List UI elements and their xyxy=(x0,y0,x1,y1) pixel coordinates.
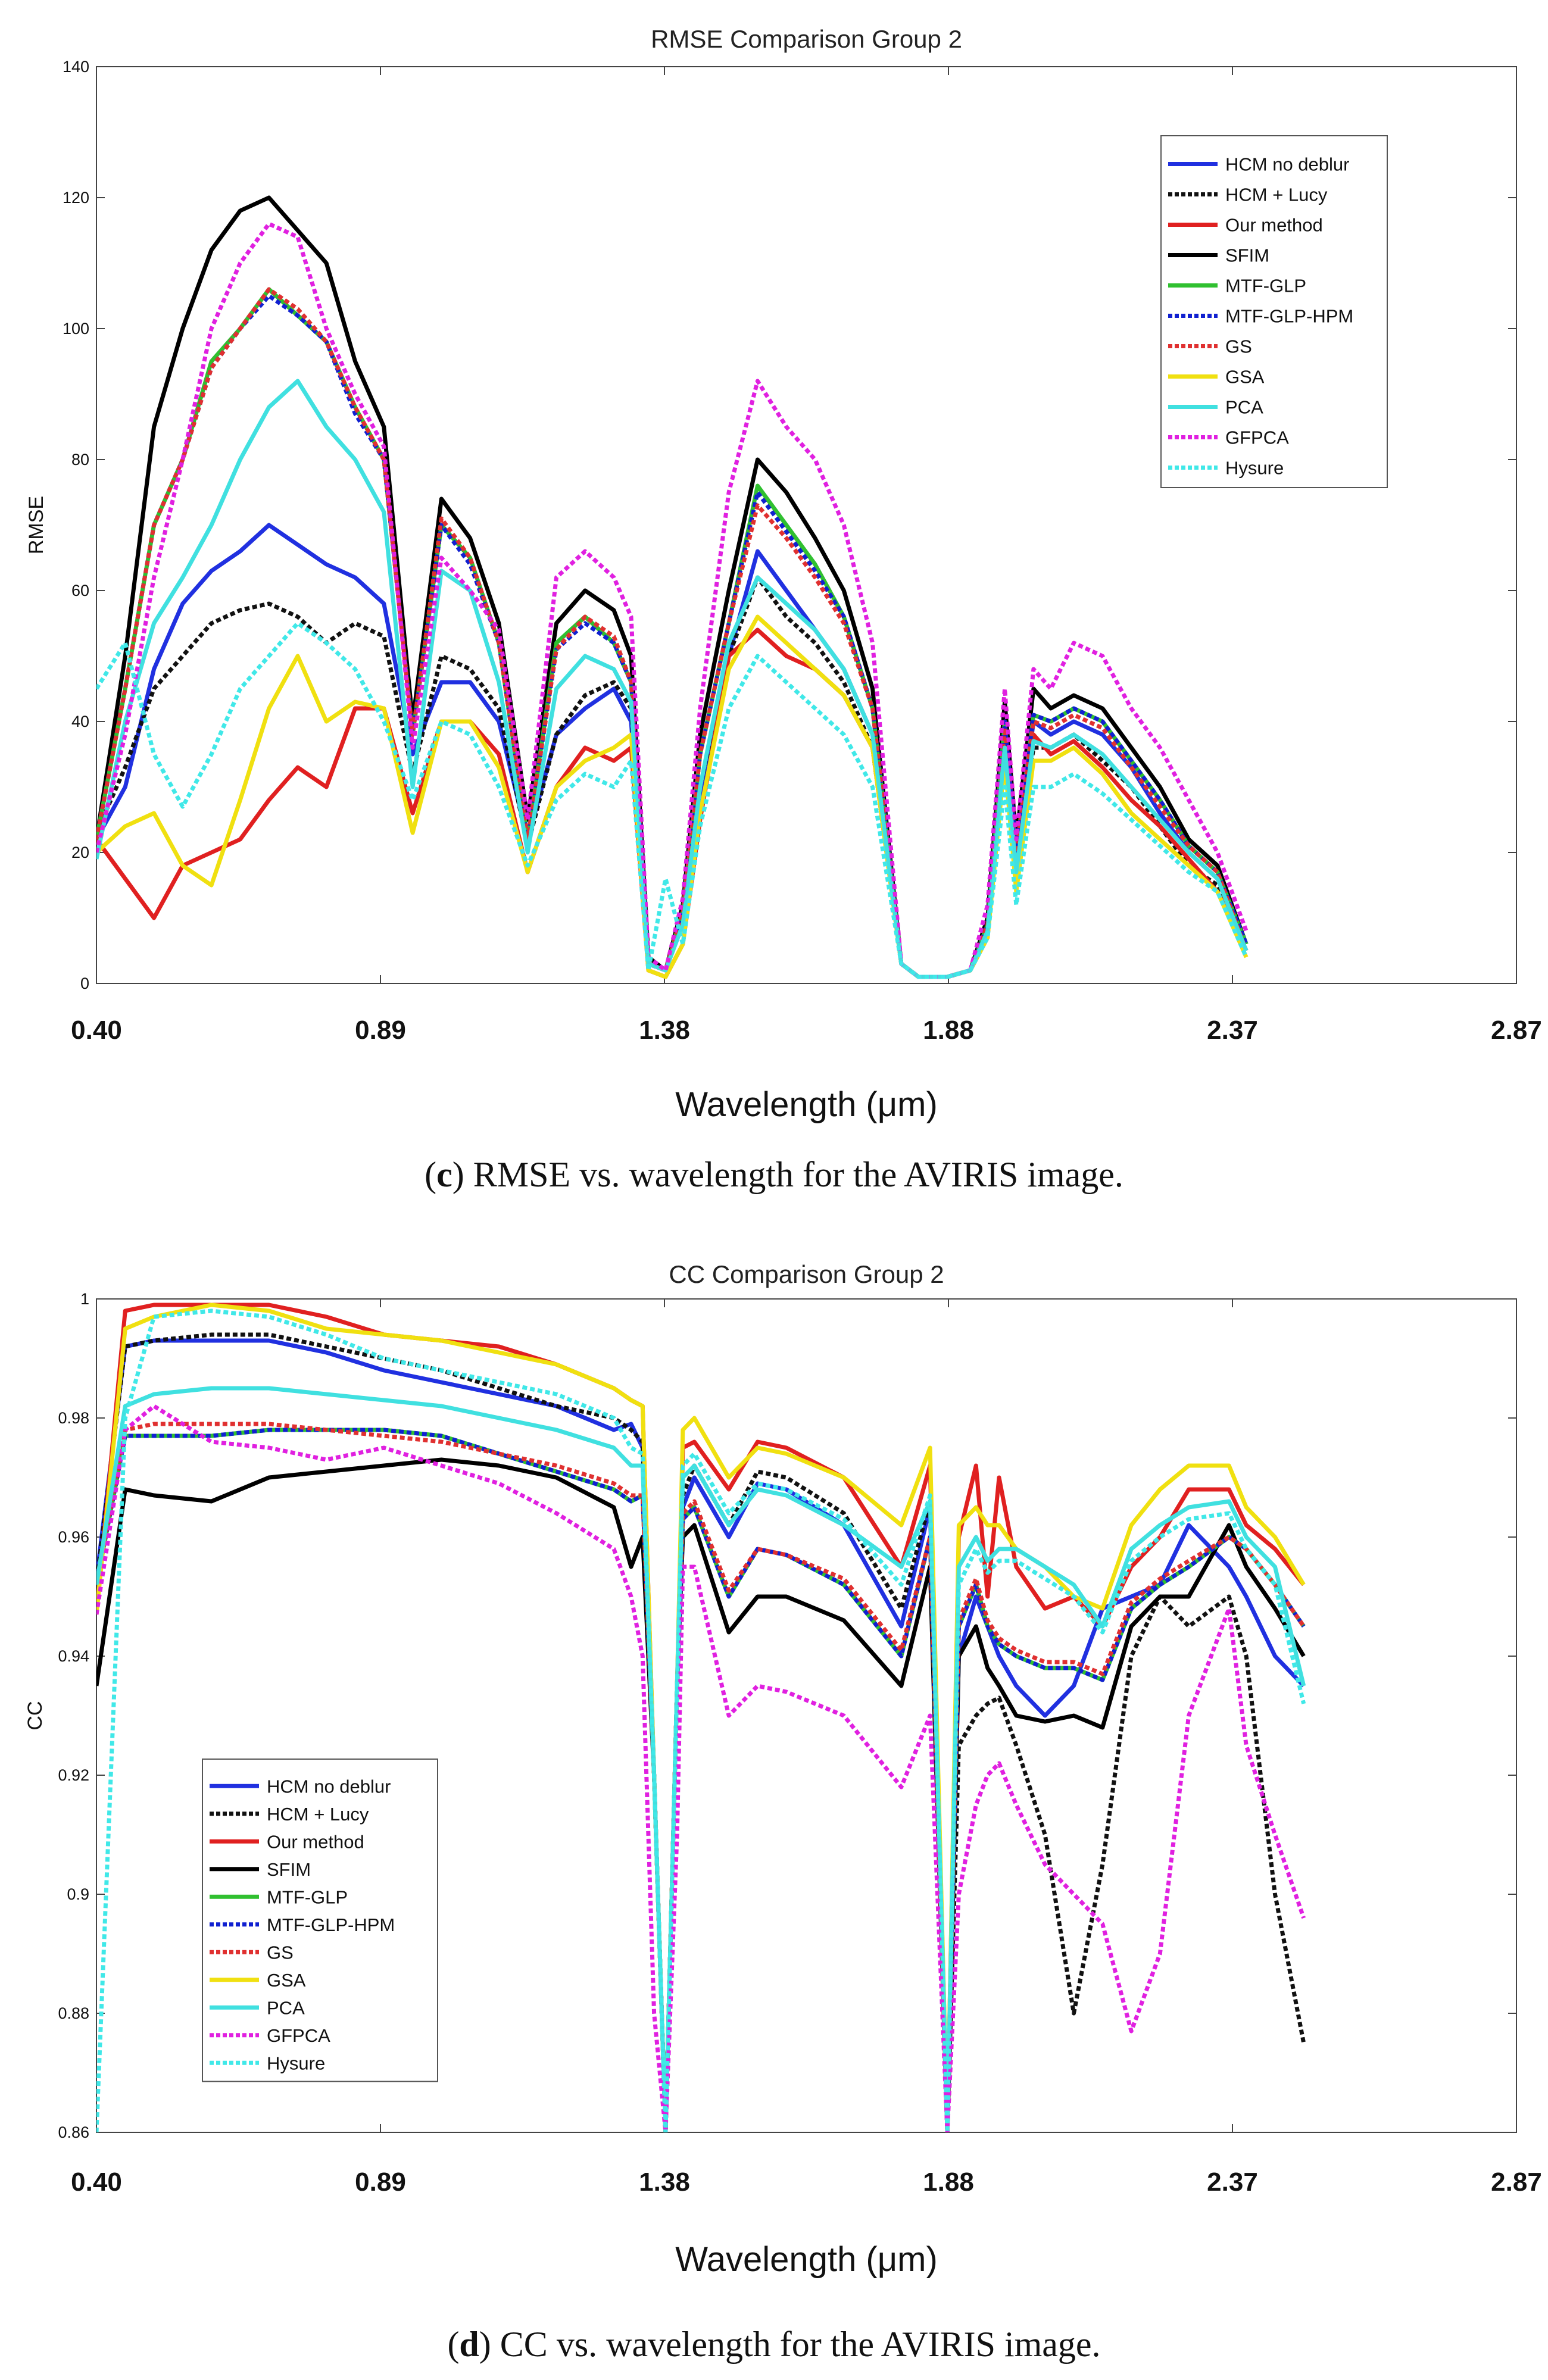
chart-2: CC Comparison Group 2 0.86 0.88 0.9 0.92 0.94… xyxy=(24,1260,1542,2364)
y-tick-label: 1 xyxy=(80,1290,89,1308)
legend-label: GSA xyxy=(267,1970,306,1991)
legend-box xyxy=(202,1759,438,2082)
y-tick-label: 140 xyxy=(63,58,89,76)
y-tick-label: 0 xyxy=(80,975,89,992)
series-line-mtf-glp-hpm xyxy=(96,1428,1306,2132)
y-tick-label: 120 xyxy=(63,189,89,207)
legend-label: PCA xyxy=(1225,397,1263,418)
y-tick-label: 80 xyxy=(71,451,89,468)
x-tick-label: 0.89 xyxy=(355,1016,406,1045)
legend: HCM no deblur HCM + Lucy Our method SFIM MTF… xyxy=(1160,135,1388,488)
series-line-gfpca xyxy=(96,221,1249,979)
x-tick-label: 0.40 xyxy=(71,1016,122,1045)
x-tick-label: 1.38 xyxy=(639,1016,690,1045)
series-line-pca xyxy=(96,1386,1306,2132)
legend-label: Hysure xyxy=(1225,458,1284,479)
series-group xyxy=(96,1303,1306,2132)
legend-label: MTF-GLP-HPM xyxy=(267,1914,395,1935)
legend-label: HCM no deblur xyxy=(267,1776,391,1797)
series-line-hysure xyxy=(96,621,1249,979)
y-tick-label: 0.88 xyxy=(58,2004,89,2022)
legend-label: Our method xyxy=(1225,215,1323,236)
series-line-hcm-lucy xyxy=(96,1332,1306,2132)
legend-label: GSA xyxy=(1225,367,1265,388)
figure-caption: (c) RMSE vs. wavelength for the AVIRIS i… xyxy=(425,1155,1123,1194)
series-line-sfim xyxy=(96,1457,1306,2132)
legend-label: SFIM xyxy=(267,1859,311,1880)
x-tick-label: 2.87 xyxy=(1491,2167,1542,2197)
legend-label: SFIM xyxy=(1225,245,1269,266)
chart-1: RMSE Comparison Group 2 0 20 40 60 80 100 120 14… xyxy=(25,25,1542,1194)
series-line-gs xyxy=(96,1422,1306,2132)
y-tick-label: 0.9 xyxy=(67,1885,89,1903)
y-tick-label: 0.86 xyxy=(58,2123,89,2141)
legend-label: HCM + Lucy xyxy=(267,1804,369,1825)
legend-label: HCM no deblur xyxy=(1225,154,1349,175)
y-axis-label: RMSE xyxy=(25,496,48,554)
y-tick-label: 0.96 xyxy=(58,1528,89,1546)
legend-label: GFPCA xyxy=(1225,427,1289,448)
figure-caption: (d) CC vs. wavelength for the AVIRIS ima… xyxy=(447,2325,1100,2364)
x-tick-label: 2.87 xyxy=(1491,1016,1542,1045)
x-tick-label: 2.37 xyxy=(1207,2167,1258,2197)
legend-label: GS xyxy=(267,1942,294,1963)
x-tick-label: 0.40 xyxy=(71,2167,122,2197)
y-tick-label: 100 xyxy=(63,320,89,338)
legend-label: MTF-GLP xyxy=(1225,276,1306,296)
legend-label: GS xyxy=(1225,336,1252,357)
series-line-hcm-no-deblur xyxy=(96,1338,1306,2132)
x-axis-label: Wavelength (μm) xyxy=(675,2240,938,2279)
series-line-hysure xyxy=(96,1308,1306,2132)
legend-label: Hysure xyxy=(267,2053,325,2073)
y-tick-label: 0.94 xyxy=(58,1647,89,1665)
chart-title: CC Comparison Group 2 xyxy=(669,1260,944,1288)
legend: HCM no deblur HCM + Lucy Our method SFIM MTF… xyxy=(202,1759,438,2082)
series-line-hcm-lucy xyxy=(96,575,1249,979)
y-tick-label: 20 xyxy=(71,844,89,861)
series-line-gs xyxy=(96,287,1249,979)
x-tick-label: 1.38 xyxy=(639,2167,690,2197)
series-line-gfpca xyxy=(96,1404,1306,2132)
y-tick-label: 0.98 xyxy=(58,1409,89,1427)
legend-label: MTF-GLP-HPM xyxy=(1225,306,1353,327)
legend-label: MTF-GLP xyxy=(267,1886,348,1907)
x-tick-label: 1.88 xyxy=(923,2167,974,2197)
x-tick-label: 0.89 xyxy=(355,2167,406,2197)
legend-label: HCM + Lucy xyxy=(1225,185,1328,205)
y-tick-label: 60 xyxy=(71,582,89,599)
series-line-pca xyxy=(96,379,1249,979)
series-group xyxy=(96,195,1249,979)
y-axis-label: CC xyxy=(24,1701,46,1730)
legend-label: Our method xyxy=(267,1831,364,1852)
legend-label: PCA xyxy=(267,1997,305,2018)
legend-box xyxy=(1160,135,1388,488)
y-tick-label: 0.92 xyxy=(58,1766,89,1784)
x-tick-label: 1.88 xyxy=(923,1016,974,1045)
legend-label: GFPCA xyxy=(267,2025,330,2046)
series-line-gsa xyxy=(96,1303,1306,2132)
chart-title: RMSE Comparison Group 2 xyxy=(651,25,962,53)
y-tick-label: 40 xyxy=(71,713,89,730)
x-tick-label: 2.37 xyxy=(1207,1016,1258,1045)
x-axis-label: Wavelength (μm) xyxy=(675,1085,938,1124)
